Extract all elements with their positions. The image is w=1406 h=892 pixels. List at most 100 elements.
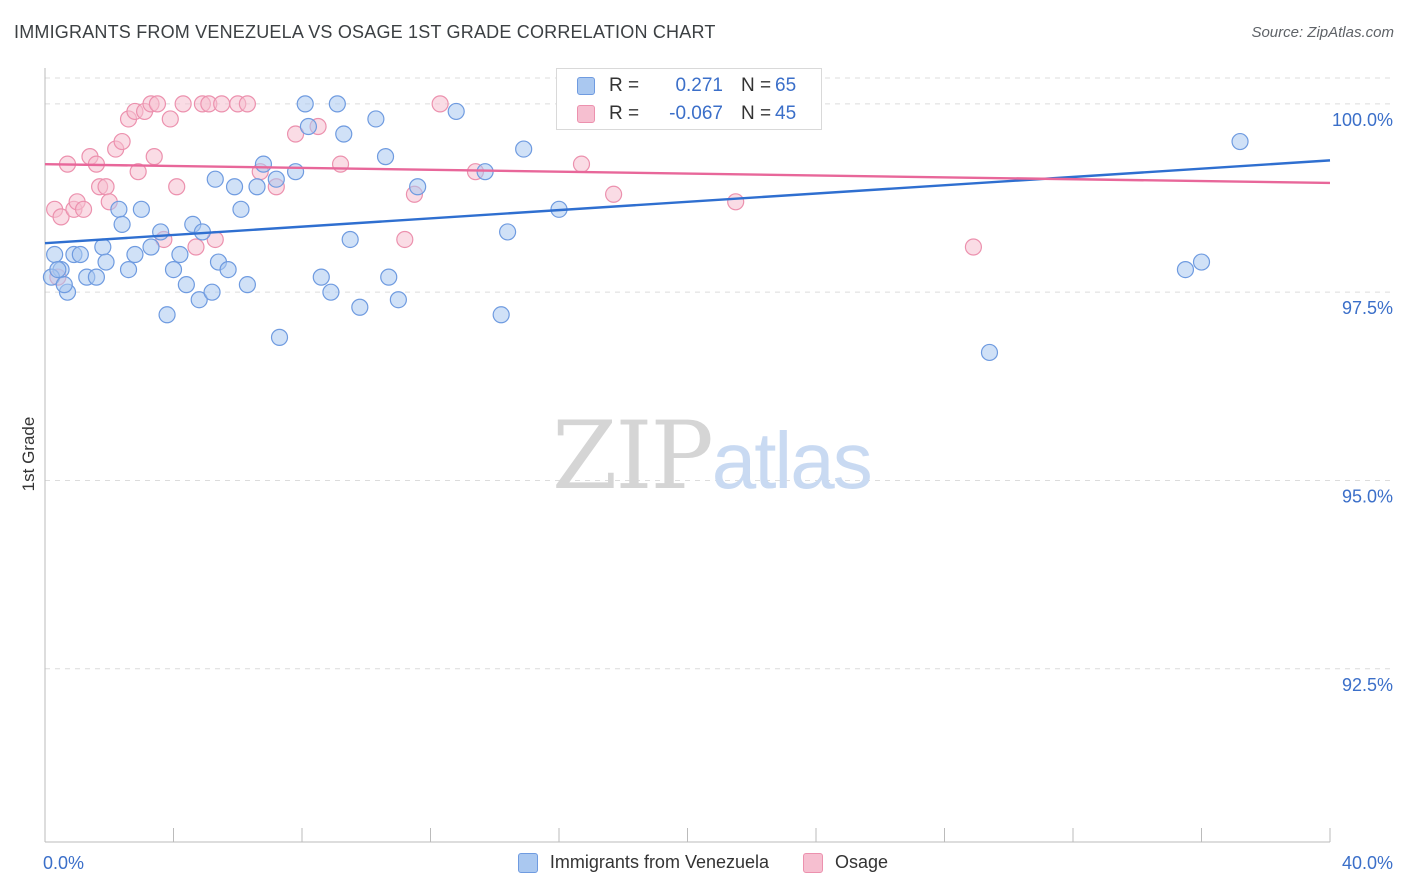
legend-item-osage[interactable]: Osage (803, 852, 888, 873)
legend-n-value: 65 (775, 75, 797, 96)
venezuela-point (206, 170, 224, 188)
venezuela-point (270, 328, 289, 346)
legend-swatch-blue (577, 77, 595, 95)
legend-item-venezuela[interactable]: Immigrants from Venezuela (517, 852, 770, 873)
legend-n-label: N = (741, 75, 772, 96)
osage-point (572, 155, 591, 173)
venezuela-point (171, 245, 189, 264)
legend-r-value: -0.067 (669, 103, 723, 124)
venezuela-point (286, 163, 305, 181)
venezuela-point (94, 238, 112, 256)
y-tick-label: 92.5% (1342, 675, 1393, 695)
osage-point (431, 95, 449, 113)
venezuela-point (447, 102, 465, 121)
x-tick-label: 40.0% (1342, 853, 1393, 873)
venezuela-point (49, 260, 67, 279)
venezuela-point (980, 343, 999, 362)
x-tick-labels: 0.0% 40.0% (43, 853, 1393, 873)
osage-point (113, 132, 131, 151)
venezuela-point (219, 260, 237, 279)
osage-point (52, 208, 70, 226)
venezuela-point (55, 276, 73, 294)
venezuela-point (158, 306, 176, 324)
venezuela-point (322, 283, 340, 301)
venezuela-point (351, 298, 369, 316)
venezuela-point (97, 253, 115, 271)
venezuela-point (164, 260, 183, 279)
watermark-atlas: atlas (711, 416, 873, 505)
trend-lines (44, 159, 1331, 245)
venezuela-point (492, 306, 510, 324)
legend-item-label: Osage (835, 852, 889, 872)
venezuela-point (232, 200, 250, 218)
venezuela-point (299, 117, 318, 136)
venezuela-point (341, 230, 359, 249)
venezuela-point (1176, 260, 1195, 279)
osage-point (174, 95, 192, 113)
osage-point (145, 148, 163, 166)
y-tick-labels: 100.0% 97.5% 95.0% 92.5% (1332, 110, 1393, 695)
legend-row-osage: R = -0.067 N = 45 (577, 102, 796, 126)
venezuela-point (267, 170, 285, 188)
venezuela-point (367, 110, 385, 128)
x-tick-label: 0.0% (43, 853, 84, 873)
venezuela-point (119, 260, 138, 279)
osage-trend-line (44, 162, 1331, 185)
axes (44, 68, 1331, 843)
osage-point (213, 95, 231, 113)
osage-point (605, 185, 623, 203)
chart-title: IMMIGRANTS FROM VENEZUELA VS OSAGE 1ST G… (14, 22, 716, 42)
legend-swatch-pink (803, 852, 824, 873)
venezuela-point (312, 268, 330, 286)
venezuela-point (248, 178, 266, 196)
osage-point (161, 110, 179, 128)
venezuela-point (177, 276, 195, 294)
osage-point (168, 178, 186, 196)
osage-point (964, 238, 983, 256)
venezuela-point (515, 140, 533, 158)
venezuela-point (376, 148, 395, 166)
venezuela-point (389, 291, 407, 309)
osage-point (97, 178, 115, 196)
venezuela-point (409, 178, 427, 196)
osage-point (238, 95, 256, 113)
legend-swatch-pink (577, 105, 595, 123)
legend-r-value: 0.271 (675, 75, 723, 96)
y-tick-label: 97.5% (1342, 298, 1393, 318)
correlation-legend: R = 0.271 N = 65 R = -0.067 N = 45 (556, 68, 822, 130)
osage-point (129, 163, 147, 181)
watermark: ZIPatlas (552, 402, 873, 511)
legend-item-label: Immigrants from Venezuela (549, 852, 770, 872)
venezuela-point (152, 223, 170, 241)
legend-n-value: 45 (775, 103, 797, 124)
venezuela-points (42, 95, 1249, 362)
osage-point (286, 125, 305, 143)
venezuela-point (46, 245, 64, 264)
legend-r-label: R = (609, 103, 640, 124)
venezuela-point (380, 268, 398, 286)
venezuela-point (225, 178, 244, 196)
y-tick-label: 95.0% (1342, 486, 1393, 506)
venezuela-trend-line (44, 159, 1331, 245)
watermark-zip: ZIP (552, 402, 714, 511)
source-label: Source: ZipAtlas.com (1251, 24, 1394, 41)
venezuela-point (238, 276, 256, 294)
venezuela-point (71, 245, 89, 264)
legend-swatch-blue (517, 852, 538, 873)
venezuela-point (499, 223, 517, 241)
y-axis-label: 1st Grade (19, 417, 38, 492)
venezuela-point (328, 95, 346, 113)
legend-row-venezuela: R = 0.271 N = 65 (577, 74, 796, 98)
osage-point (187, 238, 205, 256)
osage-point (74, 200, 93, 218)
osage-point (148, 95, 167, 113)
venezuela-point (190, 291, 208, 309)
venezuela-point (113, 215, 131, 233)
osage-point (727, 193, 745, 211)
venezuela-point (110, 200, 128, 218)
venezuela-point (126, 245, 144, 264)
venezuela-point (296, 95, 314, 113)
series-legend: Immigrants from Venezuela Osage (0, 852, 1406, 873)
legend-r-label: R = (609, 75, 640, 96)
